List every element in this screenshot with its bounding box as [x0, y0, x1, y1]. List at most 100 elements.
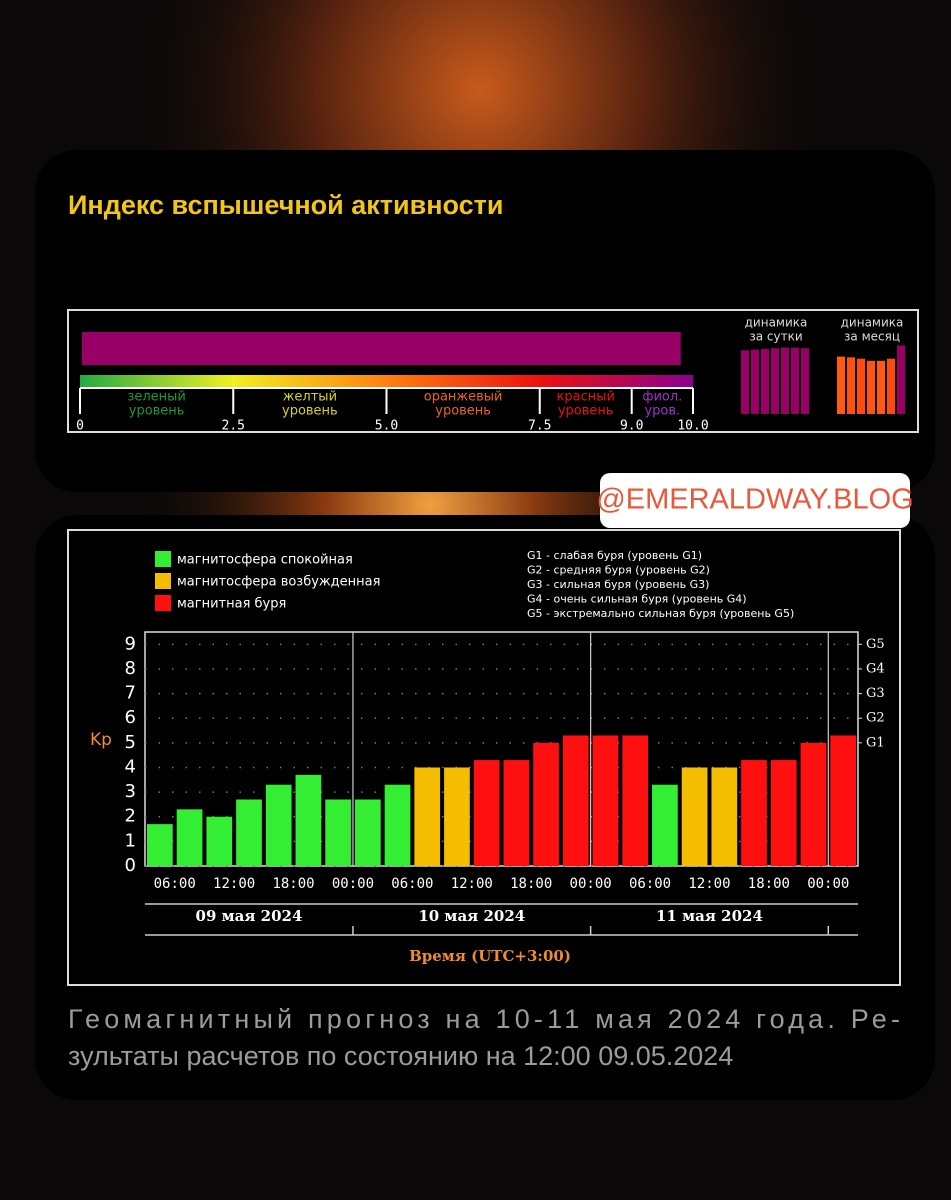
level-label: уровень	[435, 404, 491, 419]
y2-tick-label: G3	[866, 686, 885, 701]
x-tick-label: 18:00	[510, 876, 552, 892]
top-card	[35, 150, 935, 492]
x-axis-label: Время (UTC+3:00)	[409, 947, 571, 965]
bar	[236, 799, 262, 866]
bar	[473, 760, 500, 866]
mini-bar	[847, 357, 855, 414]
legend-note: G4 - очень сильная буря (уровень G4)	[527, 593, 747, 606]
level-label: красный	[557, 390, 615, 405]
bar	[800, 742, 827, 866]
y-tick-label: 2	[125, 806, 136, 827]
bar	[503, 760, 530, 866]
y-tick-label: 6	[125, 707, 136, 728]
level-label: уровень	[282, 404, 338, 419]
y-tick-label: 5	[125, 732, 136, 753]
bar	[741, 760, 767, 866]
legend-swatch	[155, 595, 171, 611]
tick-label: 0	[76, 419, 84, 434]
level-label: уров.	[644, 404, 680, 419]
y2-tick-label: G4	[866, 661, 885, 676]
x-tick-label: 06:00	[154, 876, 196, 892]
mini-bar	[887, 358, 895, 414]
x-tick-label: 18:00	[272, 876, 314, 892]
legend-label: магнитосфера возбужденная	[177, 575, 380, 590]
mini-bar	[761, 348, 769, 414]
tick-label: 7.5	[528, 419, 551, 434]
legend-swatch	[155, 573, 171, 589]
tick-label: 2.5	[222, 419, 245, 434]
mini-bar	[791, 347, 799, 414]
tick-label: 9.0	[620, 419, 643, 434]
legend-note: G3 - сильная буря (уровень G3)	[527, 578, 709, 591]
y-tick-label: 1	[125, 830, 136, 851]
bar	[206, 816, 233, 866]
mini-bar	[877, 360, 885, 414]
bar	[562, 735, 589, 866]
bar	[176, 809, 203, 866]
y-tick-label: 4	[125, 756, 136, 777]
bar	[533, 742, 559, 866]
bar	[384, 784, 411, 866]
legend-label: магнитная буря	[177, 597, 286, 612]
mini-bar	[801, 348, 809, 414]
level-label: желтый	[283, 390, 337, 405]
legend-note: G1 - слабая буря (уровень G1)	[527, 549, 702, 562]
y-tick-label: 8	[125, 658, 136, 679]
level-label: оранжевый	[424, 390, 503, 405]
tick-label: 10.0	[677, 419, 708, 434]
x-tick-label: 12:00	[688, 876, 730, 892]
mini-bar	[837, 356, 845, 414]
legend-note: G5 - экстремально сильная буря (уровень …	[527, 607, 794, 620]
x-tick-label: 00:00	[570, 876, 612, 892]
x-tick-label: 12:00	[213, 876, 255, 892]
watermark-box	[600, 473, 910, 528]
flare-frame	[67, 309, 919, 433]
day-label: 10 мая 2024	[418, 907, 525, 925]
x-tick-label: 06:00	[391, 876, 433, 892]
color-scale	[80, 375, 693, 387]
level-label: уровень	[558, 404, 614, 419]
mini-bar	[857, 358, 865, 414]
card-title: Индекс вспышечной активности	[68, 190, 504, 220]
level-label: уровень	[129, 404, 185, 419]
bar	[681, 767, 708, 866]
mini-bar	[751, 349, 759, 414]
bar	[147, 824, 173, 866]
caption-line: зультаты расчетов по состоянию на 12:00 …	[68, 1041, 733, 1071]
tick-label: 5.0	[375, 419, 398, 434]
bar	[265, 784, 292, 866]
x-tick-label: 00:00	[807, 876, 849, 892]
caption-line: Геомагнитный прогноз на 10-11 мая 2024 г…	[68, 1004, 900, 1034]
y-tick-label: 3	[125, 781, 136, 802]
legend-note: G2 - средняя буря (уровень G2)	[527, 564, 710, 577]
bar	[711, 767, 738, 866]
y-tick-label: 0	[125, 855, 136, 876]
bar	[652, 784, 678, 866]
bar	[770, 760, 797, 866]
mini-title: за сутки	[749, 330, 802, 344]
y2-tick-label: G1	[866, 735, 885, 750]
bar	[592, 735, 619, 866]
y-tick-label: 7	[125, 683, 136, 704]
mini-title: динамика	[745, 316, 808, 330]
mini-bar	[897, 345, 905, 414]
y-tick-label: 9	[125, 633, 136, 654]
y-axis-label: Kp	[90, 730, 112, 750]
x-tick-label: 06:00	[629, 876, 671, 892]
legend-label: магнитосфера спокойная	[177, 553, 353, 568]
x-tick-label: 18:00	[748, 876, 790, 892]
bar	[414, 767, 441, 866]
legend-swatch	[155, 551, 171, 567]
mini-bar	[867, 360, 875, 414]
mini-bar	[781, 347, 789, 414]
bar	[295, 774, 322, 866]
x-tick-label: 00:00	[332, 876, 374, 892]
level-label: фиол.	[642, 390, 682, 405]
y2-tick-label: G5	[866, 637, 885, 652]
mini-title: за месяц	[844, 330, 900, 344]
x-tick-label: 12:00	[451, 876, 493, 892]
bar	[830, 735, 856, 866]
mini-bar	[771, 348, 779, 414]
mini-bar	[741, 350, 749, 414]
